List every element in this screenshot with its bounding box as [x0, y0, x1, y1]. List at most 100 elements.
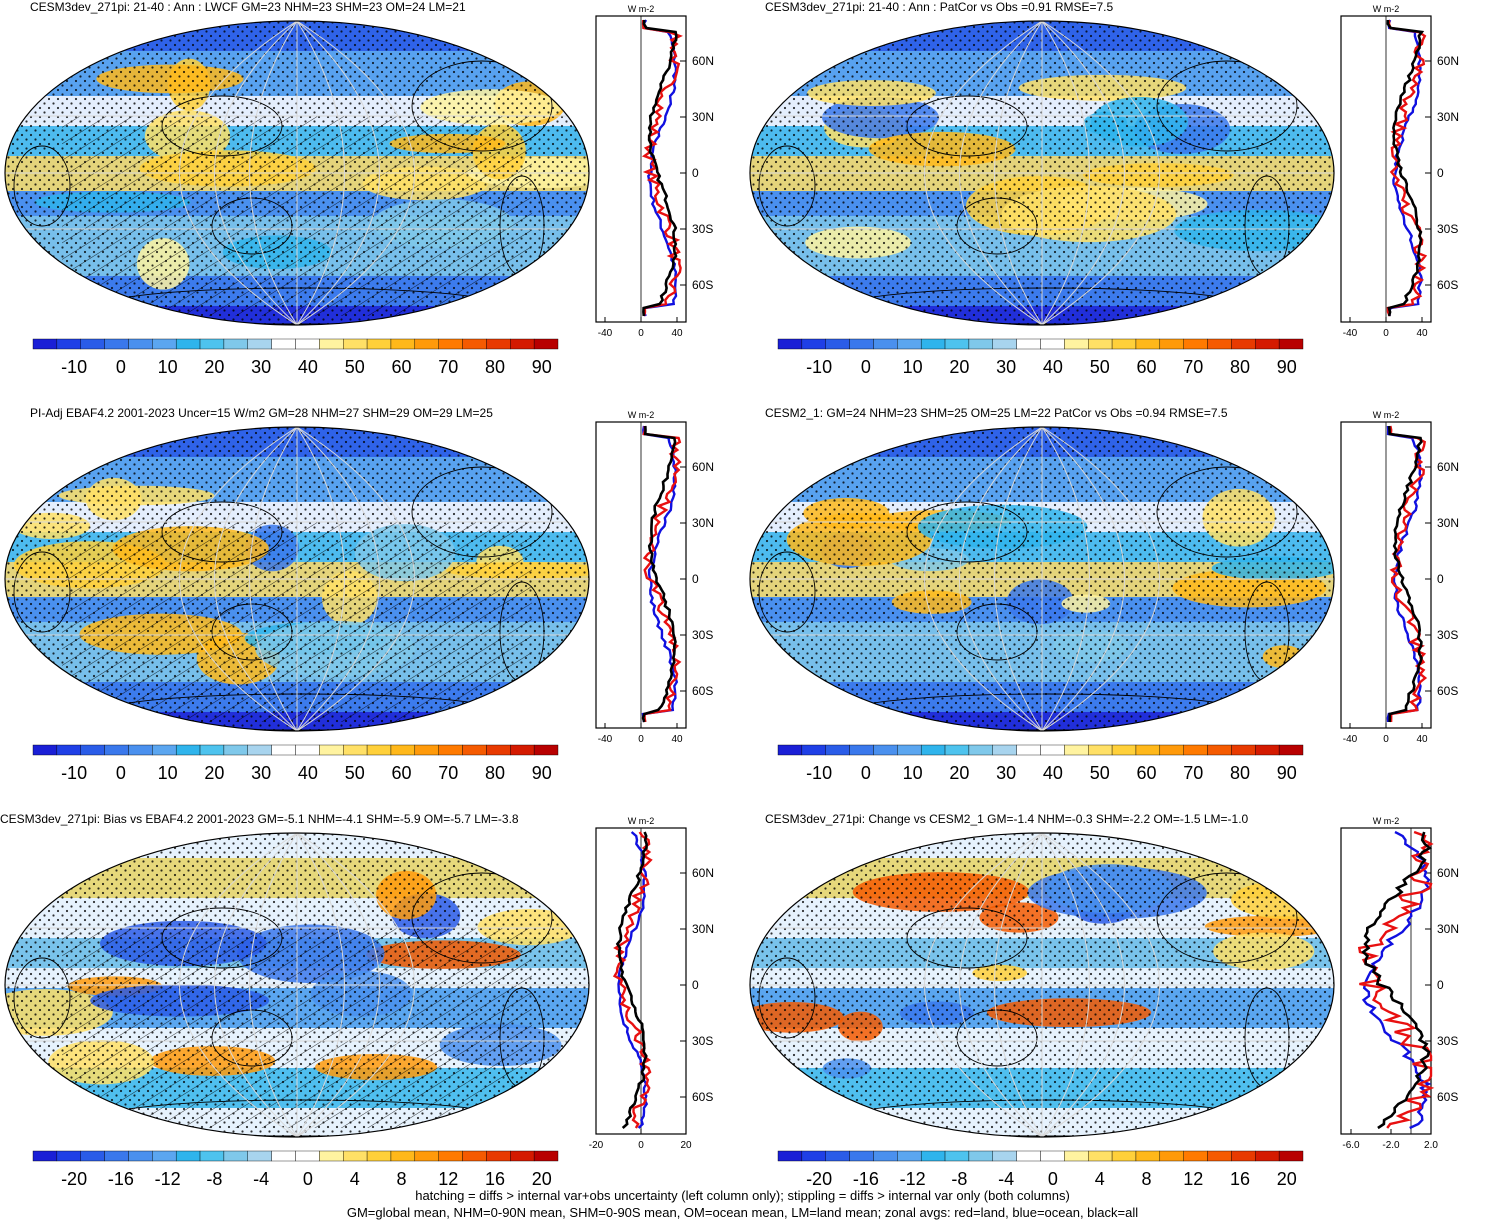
zonal-lat-label: 0 — [1437, 166, 1444, 180]
zonal-lat-label: 60N — [692, 866, 714, 880]
colorbar-tick-label: 8 — [396, 1169, 406, 1189]
colorbar-tick-label: 16 — [485, 1169, 505, 1189]
zonal-all-curve — [642, 19, 678, 317]
zonal-mean-plot: W m-2 60N 30N 0 30S 60S -20 0 20 — [589, 816, 714, 1151]
colorbar-tick-label: 70 — [1183, 357, 1203, 377]
colorbar: -20 -16 -12 -8 -4 0 4 8 12 16 20 — [32, 1150, 559, 1189]
colorbar-tick-label: -10 — [806, 357, 832, 377]
zonal-lat-label: 0 — [692, 978, 699, 992]
zonal-x-tick-label: -2.0 — [1382, 1140, 1400, 1151]
colorbar-tick-label: -20 — [806, 1169, 832, 1189]
colorbar-tick-label: 20 — [532, 1169, 552, 1189]
colorbar-tick-label: -12 — [155, 1169, 181, 1189]
colorbar-tick-label: 4 — [1095, 1169, 1105, 1189]
zonal-mean-plot: W m-2 60N 30N 0 30S 60S -40 0 40 — [1340, 410, 1459, 745]
colorbar-tick-label: 80 — [1230, 763, 1250, 783]
zonal-units-label: W m-2 — [1373, 410, 1400, 420]
zonal-ocean-curve — [1386, 425, 1423, 723]
colorbar-tick-label: 60 — [391, 357, 411, 377]
map-plot — [4, 832, 590, 1138]
zonal-x-tick-label: -40 — [1343, 328, 1358, 339]
colorbar-tick-label: -16 — [853, 1169, 879, 1189]
colorbar-tick-label: 90 — [532, 763, 552, 783]
zonal-land-curve — [1357, 830, 1435, 1129]
panel-cesm2: CESM2_1: GM=24 NHM=23 SHM=25 OM=25 LM=22… — [745, 406, 1485, 811]
panel-title: CESM3dev_271pi: 21-40 : Ann : LWCF GM=23… — [30, 0, 466, 14]
map-plot — [749, 20, 1335, 326]
footer-line-2: GM=global mean, NHM=0-90N mean, SHM=0-90… — [346, 1205, 1139, 1220]
colorbar-tick-label: -20 — [61, 1169, 87, 1189]
colorbar-tick-label: 70 — [438, 357, 458, 377]
zonal-lat-label: 30N — [1437, 922, 1459, 936]
colorbar-tick-label: -10 — [61, 357, 87, 377]
panel-title: CESM2_1: GM=24 NHM=23 SHM=25 OM=25 LM=22… — [765, 406, 1228, 420]
zonal-all-curve — [1361, 831, 1432, 1130]
map-plot — [4, 20, 590, 326]
zonal-units-label: W m-2 — [628, 816, 655, 826]
zonal-lat-label: 60N — [1437, 460, 1459, 474]
colorbar-tick-label: 70 — [438, 763, 458, 783]
zonal-lat-label: 60N — [692, 460, 714, 474]
zonal-mean-plot: W m-2 60N 30N 0 30S 60S -6.0 -2.0 2.0 — [1340, 816, 1459, 1151]
zonal-lat-label: 30N — [1437, 110, 1459, 124]
colorbar-tick-label: 40 — [298, 763, 318, 783]
panel-title: CESM3dev_271pi: Change vs CESM2_1 GM=-1.… — [765, 812, 1249, 826]
colorbar-tick-label: -10 — [61, 763, 87, 783]
colorbar-tick-label: 50 — [1090, 357, 1110, 377]
zonal-x-tick-label: -40 — [598, 734, 613, 745]
zonal-lat-label: 0 — [1437, 978, 1444, 992]
zonal-lat-label: 60S — [1437, 278, 1458, 292]
map-plot — [4, 426, 590, 732]
colorbar-tick-label: 8 — [1141, 1169, 1151, 1189]
colorbar-tick-label: 0 — [861, 763, 871, 783]
colorbar-tick-label: 40 — [1043, 763, 1063, 783]
zonal-lat-label: 30N — [692, 110, 714, 124]
colorbar-tick-label: -16 — [108, 1169, 134, 1189]
zonal-x-tick-label: 40 — [671, 734, 683, 745]
panel-title: CESM3dev_271pi: Bias vs EBAF4.2 2001-202… — [0, 812, 519, 826]
colorbar-tick-label: -10 — [806, 763, 832, 783]
colorbar-tick-label: 0 — [861, 357, 871, 377]
colorbar-tick-label: 80 — [485, 357, 505, 377]
zonal-x-tick-label: 0 — [638, 328, 644, 339]
colorbar-tick-label: -8 — [206, 1169, 222, 1189]
map-plot — [749, 426, 1335, 732]
zonal-lat-label: 30N — [1437, 516, 1459, 530]
colorbar-tick-label: 80 — [485, 763, 505, 783]
zonal-lat-label: 60N — [692, 54, 714, 68]
zonal-land-curve — [1386, 19, 1428, 317]
zonal-x-tick-label: 40 — [1416, 328, 1428, 339]
colorbar-tick-label: 50 — [345, 357, 365, 377]
zonal-x-tick-label: 40 — [671, 328, 683, 339]
zonal-lat-label: 30S — [692, 628, 713, 642]
colorbar: -10 0 10 20 30 40 50 60 70 80 90 — [32, 744, 559, 783]
colorbar-tick-label: 60 — [1136, 357, 1156, 377]
zonal-all-curve — [1387, 425, 1424, 723]
zonal-x-tick-label: -6.0 — [1342, 1140, 1360, 1151]
colorbar-tick-label: 20 — [949, 357, 969, 377]
colorbar-tick-label: 30 — [996, 357, 1016, 377]
zonal-lat-label: 60S — [1437, 1090, 1458, 1104]
colorbar-tick-label: 90 — [1277, 357, 1297, 377]
colorbar: -20 -16 -12 -8 -4 0 4 8 12 16 20 — [777, 1150, 1304, 1189]
colorbar-tick-label: 0 — [303, 1169, 313, 1189]
zonal-all-curve — [615, 831, 648, 1129]
colorbar: -10 0 10 20 30 40 50 60 70 80 90 — [32, 338, 559, 377]
zonal-lat-label: 30S — [1437, 628, 1458, 642]
colorbar-tick-label: 60 — [391, 763, 411, 783]
colorbar-tick-label: 40 — [1043, 357, 1063, 377]
colorbar-tick-label: 20 — [204, 763, 224, 783]
zonal-lat-label: 60N — [1437, 866, 1459, 880]
zonal-x-tick-label: -20 — [589, 1140, 604, 1151]
zonal-ocean-curve — [1361, 830, 1432, 1130]
zonal-lat-label: 60S — [692, 684, 713, 698]
colorbar: -10 0 10 20 30 40 50 60 70 80 90 — [777, 338, 1304, 377]
zonal-x-tick-label: 0 — [1383, 734, 1389, 745]
zonal-land-curve — [642, 425, 682, 723]
colorbar-tick-label: 16 — [1230, 1169, 1250, 1189]
zonal-land-curve — [612, 831, 653, 1129]
colorbar-tick-label: -8 — [951, 1169, 967, 1189]
zonal-mean-plot: W m-2 60N 30N 0 30S 60S -40 0 40 — [595, 410, 714, 745]
colorbar-tick-label: -4 — [253, 1169, 269, 1189]
colorbar-tick-label: 4 — [350, 1169, 360, 1189]
